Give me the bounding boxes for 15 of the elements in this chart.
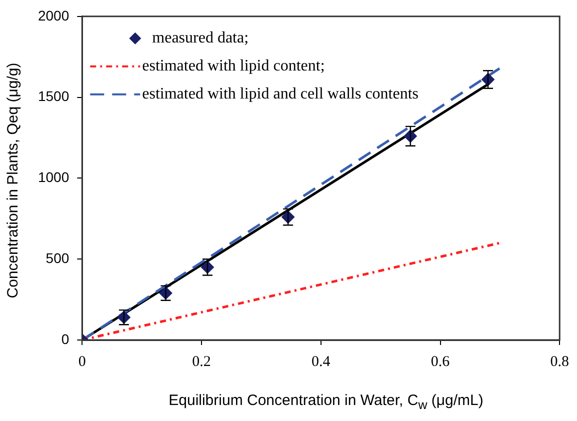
y-tick-label: 2000 [38, 7, 70, 24]
x-tick-label: 0 [78, 354, 86, 370]
x-tick-label: 0.4 [312, 354, 331, 370]
x-axis-title: Equilibrium Concentration in Water, C$_{w}$ (μg/mL) [168, 392, 484, 412]
y-axis-title: Concentration in Plants, Qeq (μg/g) [4, 62, 22, 300]
x-tick-label: 0.6 [430, 354, 450, 370]
y-tick-label: 500 [46, 250, 70, 266]
legend-label: estimated with lipid content; [142, 58, 325, 75]
y-tick-label: 1500 [38, 88, 70, 104]
legend-label: estimated with lipid and cell walls contents [142, 86, 419, 103]
x-tick-label: 0.2 [192, 354, 211, 370]
legend-label: measured data; [152, 30, 249, 47]
y-tick-label: 1000 [38, 169, 70, 186]
x-tick-label: 0.8 [550, 354, 569, 370]
y-tick-label: 0 [61, 330, 70, 347]
